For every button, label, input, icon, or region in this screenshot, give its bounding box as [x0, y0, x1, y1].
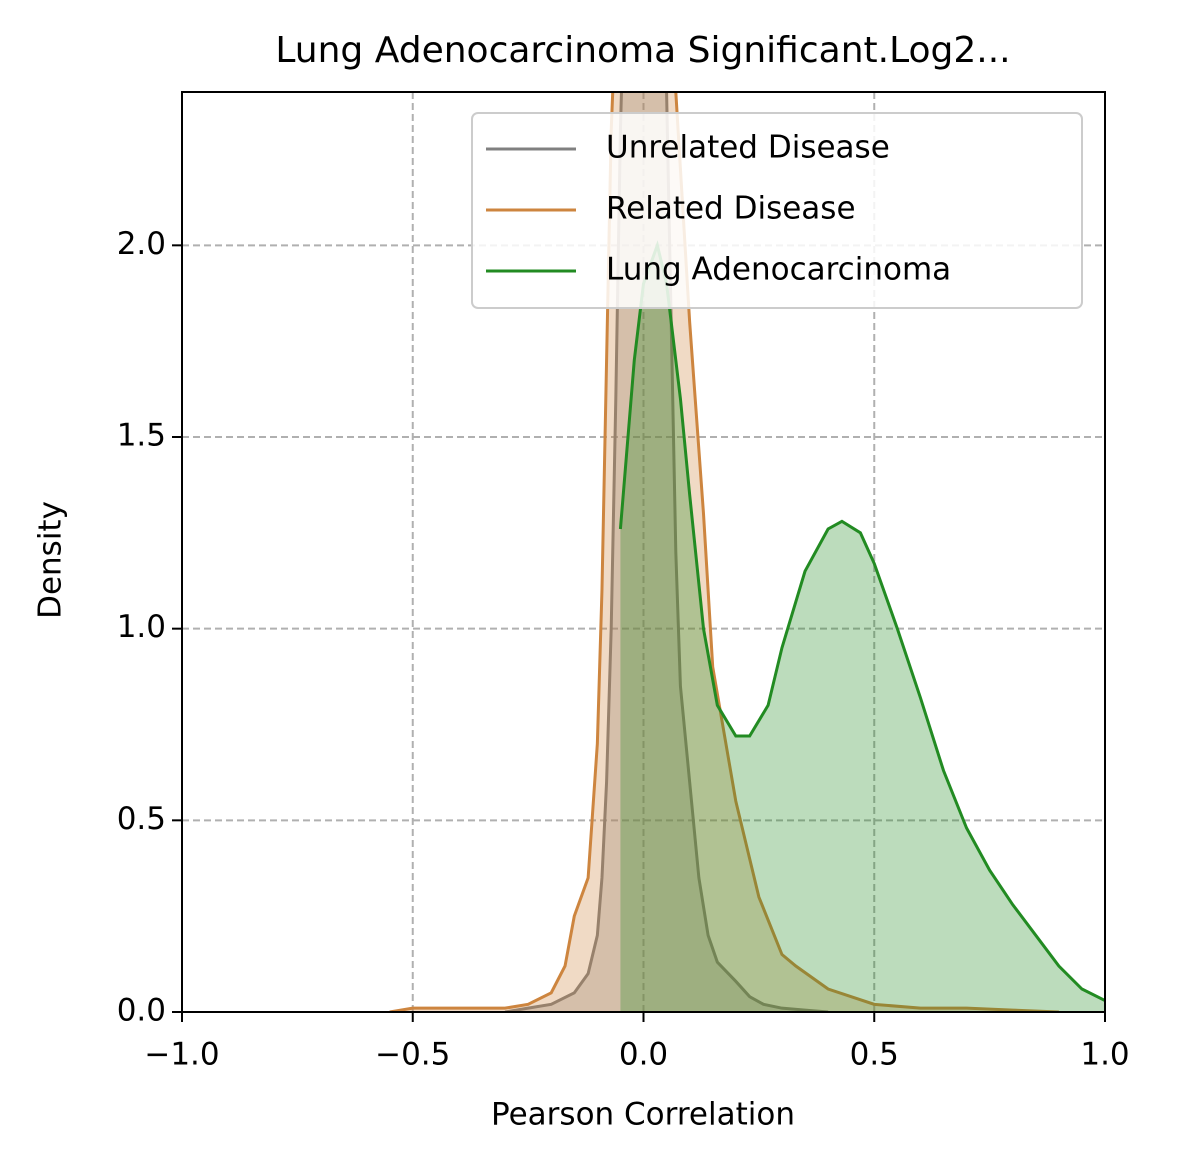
x-tick-label: 1.0: [1080, 1037, 1129, 1073]
area: [389, 92, 1059, 1012]
y-tick-label: 0.5: [117, 801, 166, 837]
y-axis-label: Density: [33, 501, 69, 619]
area: [505, 92, 829, 1012]
y-tick-label: 1.5: [117, 418, 166, 454]
area: [620, 245, 1105, 1012]
x-tick-label: −0.5: [375, 1037, 450, 1073]
plot-area: [389, 92, 1105, 1012]
x-tick-label: 0.0: [619, 1037, 668, 1073]
line: [618, 240, 1105, 1002]
legend-box: [471, 112, 1083, 309]
chart-title: Lung Adenocarcinoma Significant.Log2...: [275, 30, 1010, 71]
x-tick-label: 0.5: [850, 1037, 899, 1073]
legend-label: Lung Adenocarcinoma: [606, 252, 951, 288]
plot-frame: [181, 91, 1106, 1013]
line: [389, 92, 1059, 1012]
x-tick-label: −1.0: [144, 1037, 219, 1073]
y-tick-label: 0.0: [117, 993, 166, 1029]
legend-label: Related Disease: [606, 191, 856, 227]
legend-label: Unrelated Disease: [606, 130, 890, 166]
x-axis-label: Pearson Correlation: [491, 1097, 795, 1133]
line: [504, 92, 829, 1012]
y-tick-label: 1.0: [117, 609, 166, 645]
y-tick-label: 2.0: [117, 226, 166, 262]
